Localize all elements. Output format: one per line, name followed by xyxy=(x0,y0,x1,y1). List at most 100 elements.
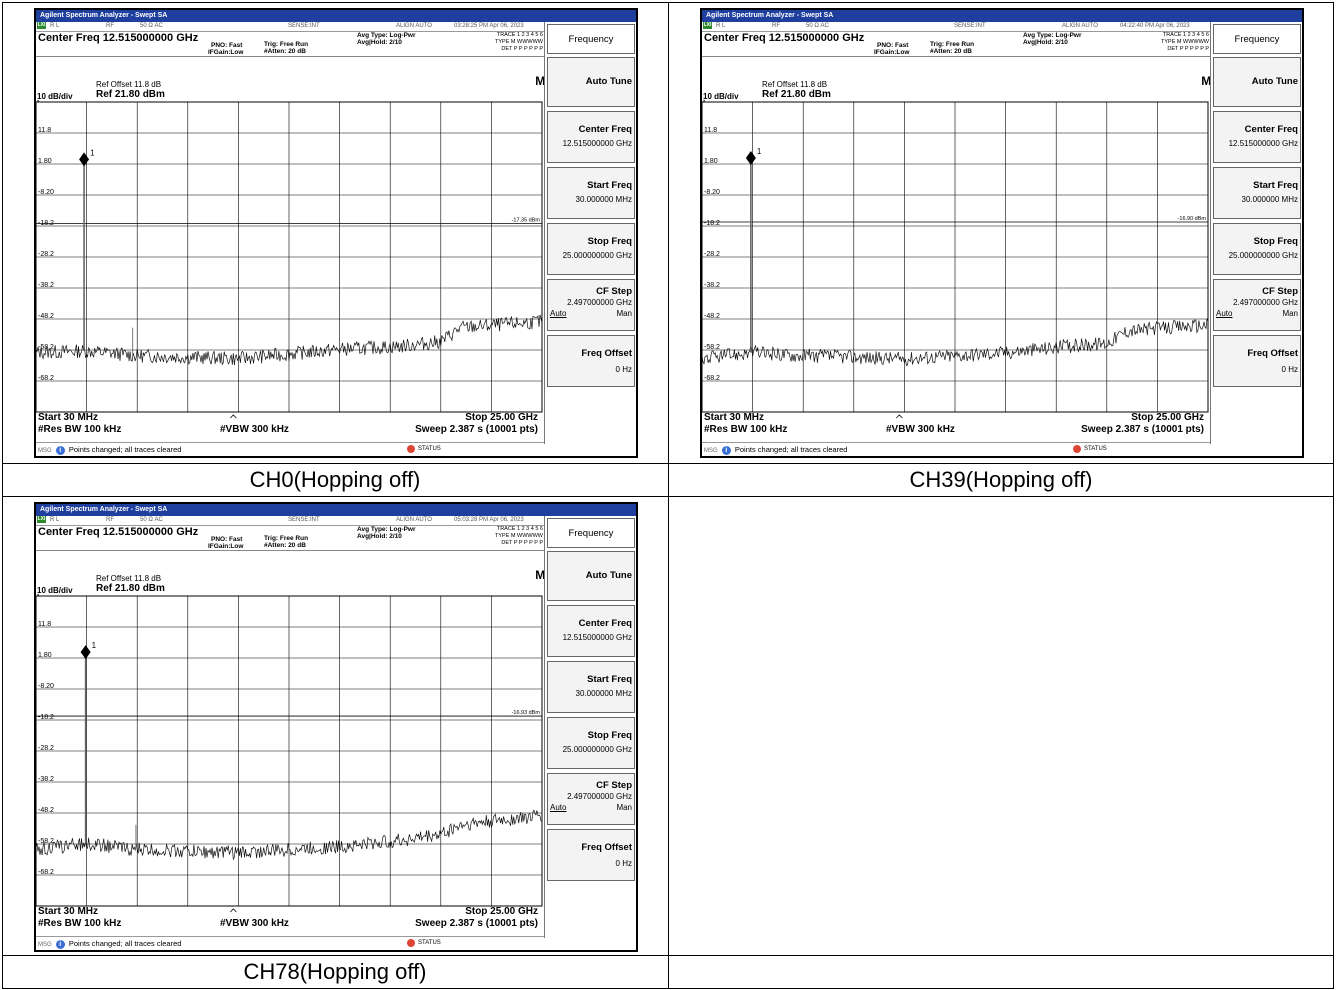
softkey-freq-offset[interactable]: Freq Offset 0 Hz xyxy=(547,829,635,881)
softkey-auto-tune-label: Auto Tune xyxy=(585,570,632,581)
y-tick-label: -38.2 xyxy=(704,282,720,289)
y-tick-label: 1.80 xyxy=(38,158,52,165)
softkey-freq-offset[interactable]: Freq Offset 0 Hz xyxy=(1213,335,1301,387)
softkey-panel: Frequency Auto Tune Center Freq 12.51500… xyxy=(544,516,636,938)
avg-type-readout: Avg Type: Log-Pwr xyxy=(357,526,416,533)
lxi-icon: LXI xyxy=(703,22,712,29)
softkey-auto-tune[interactable]: Auto Tune xyxy=(547,551,635,601)
status-align: ALIGN AUTO xyxy=(1062,23,1098,29)
window-title: Agilent Spectrum Analyzer - Swept SA xyxy=(36,10,636,22)
softkey-stop-freq[interactable]: Stop Freq 25.000000000 GHz xyxy=(547,717,635,769)
softkey-freq-offset-value: 0 Hz xyxy=(615,365,632,374)
y-tick-label: -38.2 xyxy=(38,282,54,289)
softkey-freq-offset-label: Freq Offset xyxy=(581,842,632,853)
y-tick-label: -58.2 xyxy=(38,344,54,351)
softkey-center-freq[interactable]: Center Freq 12.515000000 GHz xyxy=(547,605,635,657)
table-border-row1 xyxy=(2,463,1334,464)
y-tick-label: -68.2 xyxy=(38,869,54,876)
avg-hold-readout: Avg|Hold: 2/10 xyxy=(1023,39,1068,46)
softkey-stop-freq-value: 25.000000000 GHz xyxy=(562,251,632,260)
spectrum-analyzer-ch39: Agilent Spectrum Analyzer - Swept SA LXI… xyxy=(700,8,1304,458)
det-row: DET P P P P P P xyxy=(501,46,543,52)
stop-freq-label: Stop 25.00 GHz xyxy=(465,906,538,917)
y-tick-label: -48.2 xyxy=(38,313,54,320)
sweep-label: Sweep 2.387 s (10001 pts) xyxy=(415,424,538,435)
trace-row: TRACE 1 2 3 4 5 6 xyxy=(496,526,543,532)
y-tick-label: -18.2 xyxy=(704,220,720,227)
softkey-start-freq-label: Start Freq xyxy=(587,674,632,685)
softkey-auto-tune[interactable]: Auto Tune xyxy=(1213,57,1301,107)
y-tick-label: -48.2 xyxy=(704,313,720,320)
spectrum-analyzer-ch78: Agilent Spectrum Analyzer - Swept SA LXI… xyxy=(34,502,638,952)
table-border-middle xyxy=(668,2,669,988)
softkey-center-freq-value: 12.515000000 GHz xyxy=(1228,139,1298,148)
status-impedance: 50 Ω AC xyxy=(140,23,163,29)
status-alert-icon xyxy=(407,445,415,453)
y-tick-label: 1.80 xyxy=(704,158,718,165)
softkey-auto-tune-label: Auto Tune xyxy=(585,76,632,87)
softkey-cf-step-auto: Auto xyxy=(550,309,567,318)
softkey-freq-offset-value: 0 Hz xyxy=(615,859,632,868)
status-rf: RF xyxy=(106,23,114,29)
softkey-stop-freq[interactable]: Stop Freq 25.000000000 GHz xyxy=(1213,223,1301,275)
type-row: TYPE M WWWWW xyxy=(1161,39,1209,45)
softkey-freq-offset-label: Freq Offset xyxy=(581,348,632,359)
y-tick-label: -68.2 xyxy=(704,375,720,382)
status-rf: RF xyxy=(106,517,114,523)
softkey-start-freq-label: Start Freq xyxy=(587,180,632,191)
trace-legend: TRACE 1 2 3 4 5 6 TYPE M WWWWW DET P P P… xyxy=(1145,32,1209,54)
display-line-label: -16.93 dBm xyxy=(512,710,541,716)
window-title: Agilent Spectrum Analyzer - Swept SA xyxy=(702,10,1302,22)
softkey-cf-step[interactable]: CF Step 2.497000000 GHz Auto Man xyxy=(547,279,635,331)
marker-diamond xyxy=(80,645,91,660)
type-row: TYPE M WWWWW xyxy=(495,533,543,539)
softkey-cf-step-man: Man xyxy=(616,309,632,318)
ref-level: Ref 21.80 dBm xyxy=(762,89,831,100)
softkey-center-freq-label: Center Freq xyxy=(578,124,632,135)
det-row: DET P P P P P P xyxy=(501,540,543,546)
status-rl: R L xyxy=(50,23,60,29)
y-tick-label: -28.2 xyxy=(704,251,720,258)
softkey-start-freq-value: 30.000000 MHz xyxy=(575,195,632,204)
status-label: STATUS xyxy=(418,940,441,946)
softkey-auto-tune[interactable]: Auto Tune xyxy=(547,57,635,107)
y-tick-label: 11.8 xyxy=(704,127,717,134)
status-align: ALIGN AUTO xyxy=(396,23,432,29)
softkey-start-freq[interactable]: Start Freq 30.000000 MHz xyxy=(547,167,635,219)
y-tick-label: -28.2 xyxy=(38,251,54,258)
softkey-freq-offset-value: 0 Hz xyxy=(1281,365,1298,374)
softkey-cf-step[interactable]: CF Step 2.497000000 GHz Auto Man xyxy=(547,773,635,825)
marker-label: 1 xyxy=(90,148,95,157)
softkey-frequency[interactable]: Frequency xyxy=(547,518,635,548)
softkey-cf-step-value: 2.497000000 GHz xyxy=(567,792,632,801)
softkey-cf-step[interactable]: CF Step 2.497000000 GHz Auto Man xyxy=(1213,279,1301,331)
status-rl: R L xyxy=(716,23,726,29)
softkey-stop-freq[interactable]: Stop Freq 25.000000000 GHz xyxy=(547,223,635,275)
table-border-row3 xyxy=(2,955,1334,956)
pno-readout: PNO: Fast xyxy=(211,42,243,49)
softkey-frequency[interactable]: Frequency xyxy=(547,24,635,54)
caption-ch39: CH39(Hopping off) xyxy=(909,467,1093,492)
center-freq-readout: Center Freq 12.515000000 GHz xyxy=(704,32,865,44)
status-label: STATUS xyxy=(1084,446,1107,452)
scale-per-div: 10 dB/div xyxy=(37,586,73,595)
softkey-center-freq[interactable]: Center Freq 12.515000000 GHz xyxy=(1213,111,1301,163)
table-border-right xyxy=(1333,2,1334,988)
softkey-start-freq-value: 30.000000 MHz xyxy=(1241,195,1298,204)
status-impedance: 50 Ω AC xyxy=(140,517,163,523)
message-bar: MSG i Points changed; all traces cleared… xyxy=(36,442,636,456)
pno-readout: PNO: Fast xyxy=(877,42,909,49)
softkey-freq-offset[interactable]: Freq Offset 0 Hz xyxy=(547,335,635,387)
softkey-frequency[interactable]: Frequency xyxy=(1213,24,1301,54)
start-freq-label: Start 30 MHz xyxy=(38,412,99,423)
display-line-label: -16.90 dBm xyxy=(1178,216,1207,222)
ref-offset: Ref Offset 11.8 dB xyxy=(96,80,162,89)
softkey-start-freq[interactable]: Start Freq 30.000000 MHz xyxy=(1213,167,1301,219)
message-bar: MSG i Points changed; all traces cleared… xyxy=(36,936,636,950)
softkey-auto-tune-label: Auto Tune xyxy=(1251,76,1298,87)
softkey-center-freq[interactable]: Center Freq 12.515000000 GHz xyxy=(547,111,635,163)
start-freq-label: Start 30 MHz xyxy=(704,412,765,423)
softkey-start-freq-label: Start Freq xyxy=(1253,180,1298,191)
softkey-start-freq[interactable]: Start Freq 30.000000 MHz xyxy=(547,661,635,713)
